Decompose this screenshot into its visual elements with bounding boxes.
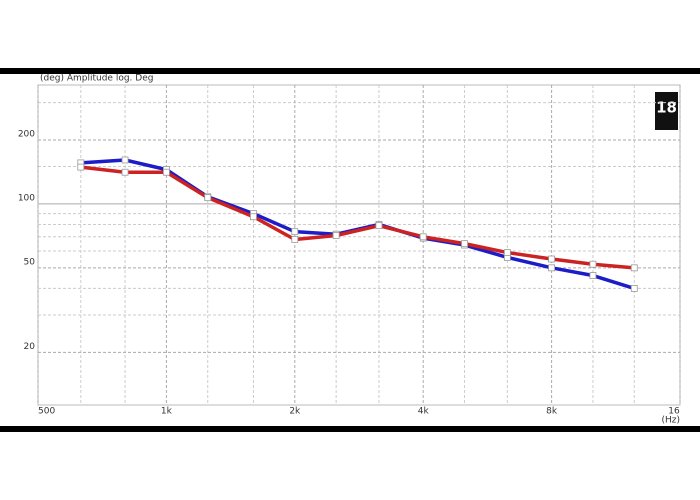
x-axis-label: (Hz) [661, 416, 680, 426]
point-marker [375, 222, 383, 230]
series-line [80, 165, 635, 270]
point-marker [291, 236, 299, 243]
y-tick-label: 50 [24, 257, 36, 267]
point-marker [630, 285, 638, 292]
logo-box [655, 92, 678, 130]
y-tick-label: 100 [18, 193, 35, 203]
y-tick-label: 20 [24, 342, 36, 352]
x-tick-label: 16 [668, 407, 680, 417]
bottom-bar [0, 426, 700, 432]
point-marker [548, 255, 555, 263]
point-marker [204, 194, 212, 202]
point-marker [121, 168, 129, 176]
point-marker [630, 264, 638, 272]
point-marker [589, 260, 597, 268]
point-marker [77, 163, 85, 171]
point-marker [291, 228, 299, 236]
point-marker [503, 249, 511, 256]
x-tick-label: 8k [546, 407, 558, 417]
x-tick-label: 4k [418, 407, 430, 417]
point-marker [589, 272, 597, 279]
point-marker [461, 240, 468, 248]
y-tick-label: 200 [18, 129, 35, 139]
point-marker [121, 156, 129, 164]
x-tick-label: 500 [38, 407, 55, 417]
point-marker [250, 213, 257, 221]
point-marker [332, 232, 340, 239]
point-marker [419, 233, 427, 241]
logo: 18 [656, 99, 677, 117]
x-tick-label: 1k [161, 407, 173, 417]
plot-area [37, 84, 681, 406]
chart-title: (deg) Amplitude log. Deg [40, 74, 153, 84]
top-bar [0, 68, 700, 74]
point-marker [548, 264, 555, 272]
point-marker [162, 168, 170, 176]
x-tick-label: 2k [289, 407, 301, 417]
